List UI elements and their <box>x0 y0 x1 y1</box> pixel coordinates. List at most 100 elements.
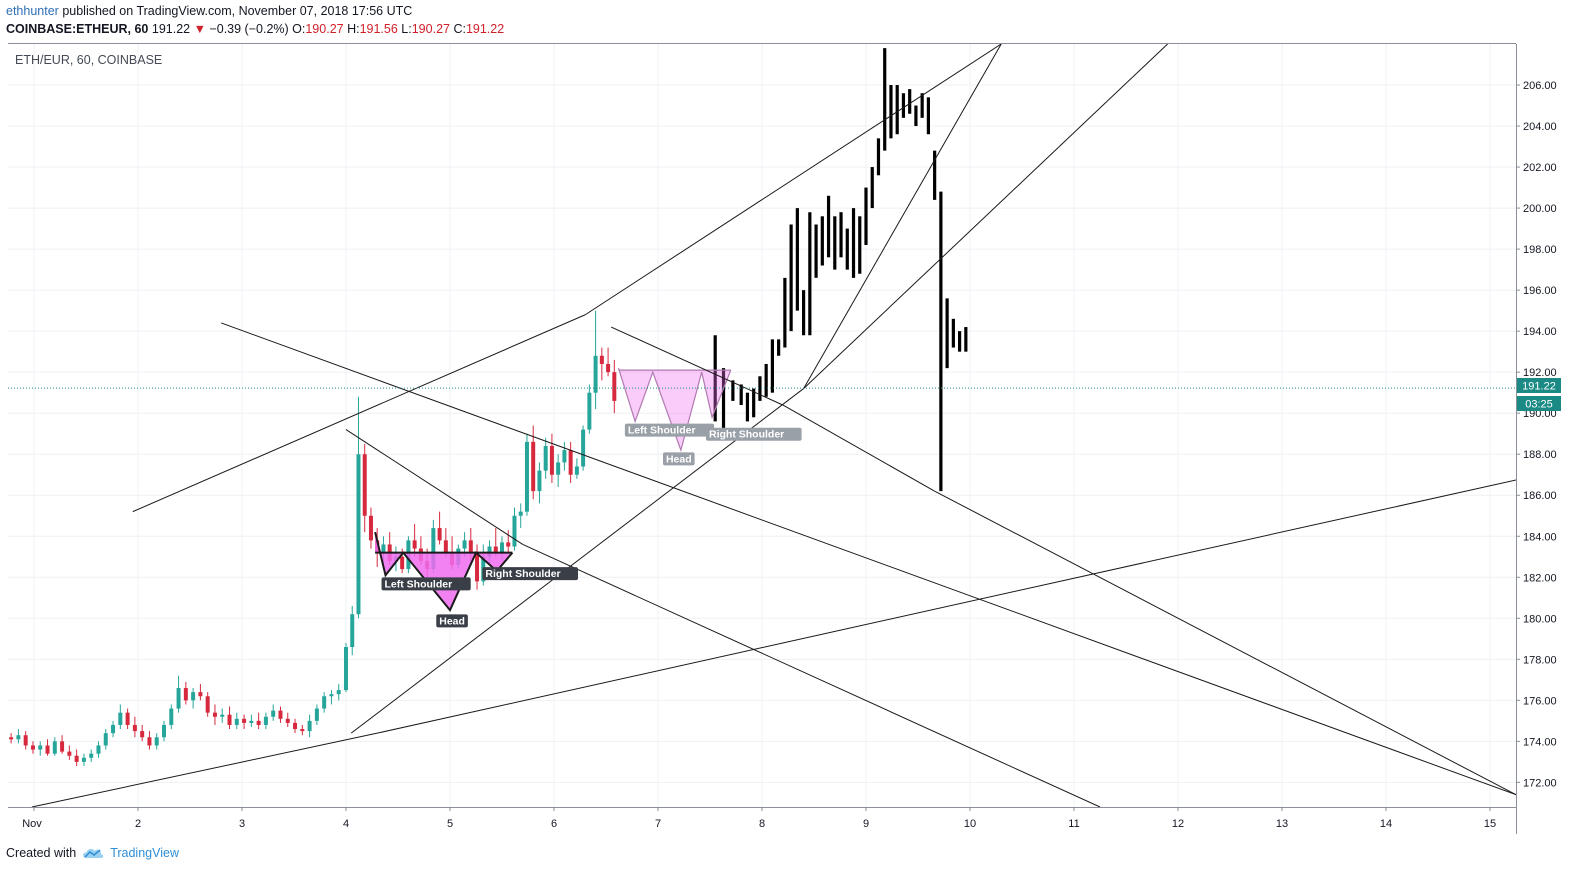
candle-body-61 <box>437 528 442 541</box>
trend-line-2 <box>221 322 1516 796</box>
low-label: L: <box>401 22 412 36</box>
x-tick-label-6: 7 <box>655 818 661 830</box>
candle-body-71 <box>500 542 504 553</box>
open-label: O: <box>292 22 306 36</box>
candle-body-42 <box>314 708 319 721</box>
down-arrow-icon: ▼ <box>193 22 206 36</box>
y-tick-label-5: 182.00 <box>1523 572 1557 584</box>
x-tick-label-5: 6 <box>551 818 557 830</box>
candle-body-22 <box>169 708 174 725</box>
pattern-label-bg-right-0 <box>482 567 578 581</box>
candle-body-0 <box>9 737 14 740</box>
candle-body-57 <box>412 540 417 549</box>
candle-body-46 <box>344 647 348 691</box>
candle-body-3 <box>30 745 35 750</box>
candle-body-32 <box>242 718 247 723</box>
y-axis: 172.00 174.00 176.00 178.00 180.00 182.00 184.… <box>1516 80 1557 789</box>
x-tick-label-2: 3 <box>239 818 245 830</box>
candle-body-89 <box>612 372 617 401</box>
candle-body-20 <box>154 737 159 746</box>
candle-body-39 <box>293 722 298 730</box>
trend-line-1 <box>377 479 1516 734</box>
candle-body-10 <box>81 757 86 762</box>
candle-body-26 <box>198 692 203 697</box>
countdown-label: 03:25 <box>1517 396 1561 411</box>
tradingview-link[interactable]: TradingView <box>110 846 179 860</box>
candle-body-2 <box>23 735 28 746</box>
candle-body-55 <box>400 556 405 570</box>
x-tick-label-14: 15 <box>1484 818 1496 830</box>
y-tick-label-12: 196.00 <box>1523 285 1557 297</box>
candle-body-45 <box>336 690 341 695</box>
y-tick-label-0: 172.00 <box>1523 777 1557 789</box>
high-value: 191.56 <box>359 22 398 36</box>
y-tick-label-15: 202.00 <box>1523 162 1557 174</box>
author-link[interactable]: ethhunter <box>6 4 59 18</box>
candle-body-9 <box>74 755 79 762</box>
pattern-label-text-head-1: Head <box>666 453 692 465</box>
candle-body-19 <box>147 737 152 746</box>
x-tick-label-0: Nov <box>22 818 42 830</box>
x-tick-label-12: 13 <box>1276 818 1288 830</box>
high-label: H: <box>347 22 360 36</box>
candle-body-73 <box>512 515 517 547</box>
candle-body-25 <box>191 692 196 701</box>
candle-body-41 <box>307 720 312 732</box>
candle-body-84 <box>581 429 586 467</box>
x-tick-label-11: 12 <box>1172 818 1184 830</box>
pattern-label-text-right-1: Right Shoulder <box>709 429 784 441</box>
candle-body-65 <box>462 540 467 549</box>
candle-body-30 <box>227 714 232 725</box>
y-tick-label-17: 206.00 <box>1523 80 1557 92</box>
candle-body-31 <box>234 718 239 725</box>
y-tick-label-2: 176.00 <box>1523 695 1557 707</box>
candle-body-60 <box>431 528 436 570</box>
candle-body-23 <box>176 688 181 709</box>
y-tick-label-9: 190.00 <box>1523 408 1557 420</box>
pattern-label-text-left-1: Left Shoulder <box>628 425 696 437</box>
candle-body-14 <box>111 724 116 734</box>
low-value: 190.27 <box>411 22 450 36</box>
x-tick-label-13: 14 <box>1380 818 1392 830</box>
candle-body-11 <box>89 753 94 758</box>
candle-body-35 <box>263 716 268 725</box>
open-value: 190.27 <box>305 22 344 36</box>
pattern-label-bg-left-0 <box>381 577 471 591</box>
y-tick-label-1: 174.00 <box>1523 736 1557 748</box>
candle-body-67 <box>475 552 480 582</box>
footer: Created with TradingView <box>6 846 179 860</box>
y-tick-label-4: 180.00 <box>1523 613 1557 625</box>
candle-body-7 <box>60 741 65 752</box>
pattern-label-right-0: Right Shoulder <box>482 567 578 581</box>
candle-body-8 <box>67 751 72 756</box>
candle-body-88 <box>606 363 611 373</box>
candle-body-66 <box>468 540 473 553</box>
candle-body-16 <box>125 712 130 725</box>
y-tick-label-13: 198.00 <box>1523 244 1557 256</box>
pattern-label-bg-right-1 <box>706 427 802 441</box>
trend-line-5 <box>934 490 1516 796</box>
candle-body-74 <box>518 511 523 516</box>
candle-body-52 <box>381 544 386 553</box>
candle-body-83 <box>574 466 579 475</box>
publish-info: ethhunter published on TradingView.com, … <box>6 4 412 18</box>
y-tick-label-14: 200.00 <box>1523 203 1557 215</box>
y-tick-label-11: 194.00 <box>1523 326 1557 338</box>
trend-lines[interactable] <box>31 44 1521 807</box>
trend-line-8 <box>345 429 524 545</box>
candle-body-70 <box>493 546 498 553</box>
candle-body-72 <box>506 542 511 547</box>
trend-line-9 <box>522 544 1101 807</box>
y-tick-label-8: 188.00 <box>1523 449 1557 461</box>
candle-body-43 <box>322 696 327 709</box>
candle-body-12 <box>96 745 101 754</box>
pattern-label-left-0: Left Shoulder <box>381 577 471 591</box>
y-tick-label-16: 204.00 <box>1523 121 1557 133</box>
trend-line-4 <box>782 404 935 492</box>
candle-body-76 <box>531 441 536 492</box>
countdown-text: 03:25 <box>1525 399 1553 411</box>
y-tick-label-7: 186.00 <box>1523 490 1557 502</box>
trend-line-6 <box>132 314 586 513</box>
candle-body-77 <box>537 470 542 492</box>
